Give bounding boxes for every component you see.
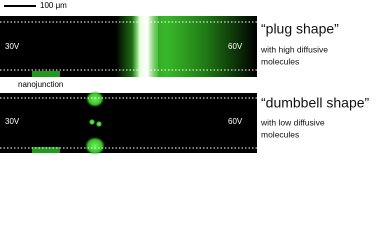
dumbbell-center	[89, 119, 95, 125]
voltage-label: 30V	[5, 42, 20, 51]
panel-title: “dumbbell shape”	[261, 95, 370, 111]
panel-description: molecules	[261, 129, 299, 139]
panel-description: molecules	[261, 56, 299, 66]
panel-description: with high diffusive	[260, 44, 328, 54]
voltage-label: 60V	[228, 117, 243, 126]
scale-label: 100 μm	[40, 1, 67, 10]
nanojunction-patch	[32, 147, 60, 153]
dumbbell-lobe	[85, 137, 105, 155]
nanojunction-label: nanojunction	[18, 80, 63, 89]
figure: 100 μm 30V 60V nanojunction “plug shape”…	[0, 1, 370, 155]
panel-title: “plug shape”	[261, 21, 339, 37]
voltage-label: 60V	[228, 42, 243, 51]
panel-description: with low diffusive	[260, 117, 325, 127]
green-glow	[0, 16, 257, 77]
image-panel	[0, 93, 257, 153]
dumbbell-center	[96, 121, 102, 127]
voltage-label: 30V	[5, 117, 20, 126]
nanojunction-patch	[32, 71, 60, 77]
plug	[132, 16, 158, 77]
dumbbell-lobe	[86, 91, 104, 107]
